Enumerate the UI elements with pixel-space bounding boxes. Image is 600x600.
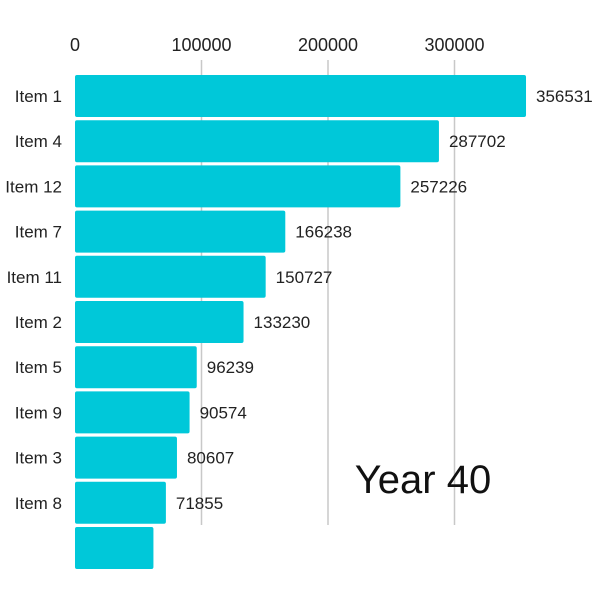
- value-label: 150727: [276, 268, 333, 287]
- category-label: Item 9: [15, 403, 62, 422]
- year-annotation: Year 40: [355, 458, 491, 502]
- category-label: Item 3: [15, 449, 62, 468]
- category-label: Item 2: [15, 313, 62, 332]
- value-label: 71855: [176, 494, 223, 513]
- bar: [75, 165, 401, 208]
- bar: [75, 391, 190, 434]
- x-axis-ticks: 0 100000 200000 300000: [70, 35, 485, 55]
- bar: [75, 255, 266, 298]
- bar: [75, 346, 197, 389]
- bar: [75, 301, 244, 343]
- bar: [75, 120, 439, 163]
- value-label: 356531: [536, 87, 593, 106]
- bar: [75, 75, 527, 117]
- category-label: Item 12: [5, 177, 62, 196]
- category-label: Item 4: [15, 132, 62, 151]
- bars: [75, 75, 527, 569]
- category-label: Item 8: [15, 494, 62, 513]
- x-tick-label: 200000: [298, 35, 358, 55]
- bar: [75, 481, 166, 524]
- category-labels: Item 1 Item 4 Item 12 Item 7 Item 11 Item 2 It…: [5, 87, 62, 513]
- category-label: Item 5: [15, 358, 62, 377]
- value-label: 80607: [187, 449, 234, 468]
- bar: [75, 527, 154, 569]
- value-label: 90574: [200, 403, 247, 422]
- x-tick-label: 300000: [424, 35, 484, 55]
- category-label: Item 1: [15, 87, 62, 106]
- value-labels: 356531 287702 257226 166238 150727 133230 9623…: [176, 87, 593, 513]
- category-label: Item 11: [7, 268, 62, 287]
- value-label: 133230: [254, 313, 311, 332]
- value-label: 96239: [207, 358, 254, 377]
- x-tick-label: 0: [70, 35, 80, 55]
- category-label: Item 7: [15, 223, 62, 242]
- value-label: 287702: [449, 132, 506, 151]
- value-label: 166238: [295, 223, 352, 242]
- value-label: 257226: [410, 177, 467, 196]
- bar: [75, 210, 286, 253]
- x-tick-label: 100000: [171, 35, 231, 55]
- bar: [75, 436, 177, 479]
